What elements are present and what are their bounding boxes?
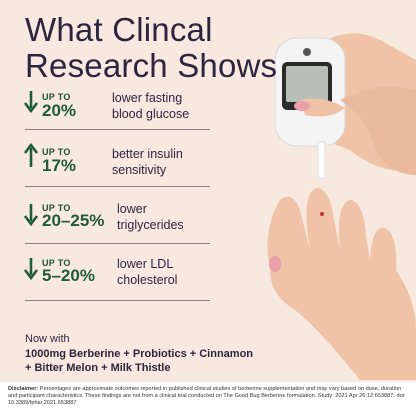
arrow-head xyxy=(23,269,39,281)
line: triglycerides xyxy=(117,218,184,232)
up-to-label: UP TO xyxy=(42,92,71,102)
stat-value: 5–20% xyxy=(42,266,95,285)
stat-description: lower LDL cholesterol xyxy=(117,256,177,288)
nail xyxy=(294,101,310,111)
arrow-head xyxy=(23,142,39,154)
now-with: Now with xyxy=(25,333,70,345)
line: better insulin xyxy=(112,147,183,161)
line: cholesterol xyxy=(117,273,178,287)
up-to-label: UP TO xyxy=(42,203,71,213)
arrows xyxy=(23,91,39,281)
divider xyxy=(25,186,210,187)
stat-description: lower fasting blood glucose xyxy=(112,90,189,122)
line: lower xyxy=(117,202,147,216)
divider xyxy=(25,243,210,244)
ingredients: 1000mg Berberine + Probiotics + Cinnamon xyxy=(25,348,254,360)
disclaimer: Disclaimer: Percentages are approximate … xyxy=(0,382,416,416)
title: What Clincal Research Shows xyxy=(25,12,277,84)
line: lower LDL xyxy=(117,257,174,271)
meter-display xyxy=(286,66,328,102)
stat-value: 17% xyxy=(42,156,77,175)
stat-description: better insulin sensitivity xyxy=(112,146,183,178)
title-line: Research Shows xyxy=(25,47,278,84)
line: blood glucose xyxy=(112,107,190,121)
up-to-label: UP TO xyxy=(42,258,71,268)
divider xyxy=(25,129,210,130)
test-strip xyxy=(317,141,326,179)
stat-value: 20% xyxy=(42,101,77,120)
ingredients: + Bitter Melon + Milk Thistle xyxy=(25,362,171,374)
divider xyxy=(25,300,210,301)
disclaimer-label: Disclaimer: xyxy=(8,386,39,392)
arrow-head xyxy=(23,102,39,114)
disclaimer-text: Percentages are approximate outcomes rep… xyxy=(8,386,406,406)
lower-hand xyxy=(267,188,416,380)
thumb xyxy=(300,98,345,117)
title-line: What Clincal xyxy=(25,11,213,48)
stat-description: lower triglycerides xyxy=(117,201,184,233)
upper-hand-shadow xyxy=(340,86,416,175)
line: sensitivity xyxy=(112,163,167,177)
meter-button xyxy=(303,48,311,56)
arrow-head xyxy=(23,215,39,227)
stat-value: 20–25% xyxy=(42,211,105,230)
blood-drop xyxy=(320,212,324,216)
nail xyxy=(269,256,281,272)
line: lower fasting xyxy=(112,91,183,105)
up-to-label: UP TO xyxy=(42,147,71,157)
